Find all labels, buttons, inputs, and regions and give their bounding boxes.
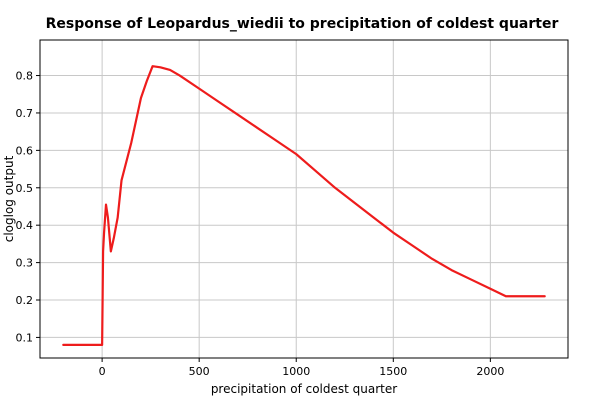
x-tick-label: 1500 <box>379 365 407 378</box>
x-tick-label: 2000 <box>476 365 504 378</box>
y-tick-label: 0.5 <box>16 182 34 195</box>
x-tick-label: 0 <box>99 365 106 378</box>
y-tick-label: 0.1 <box>16 331 34 344</box>
y-tick-label: 0.4 <box>16 219 34 232</box>
y-tick-label: 0.2 <box>16 294 34 307</box>
y-tick-label: 0.8 <box>16 70 34 83</box>
grid-layer <box>40 40 568 358</box>
chart-title: Response of Leopardus_wiedii to precipit… <box>46 16 559 32</box>
tick-layer: 0 500 1000 1500 2000 0.1 0.2 0.3 0.4 0.5 0.6 0.7 0.8 <box>16 70 505 378</box>
x-tick-label: 1000 <box>282 365 310 378</box>
plot-frame <box>39 39 569 359</box>
y-axis-label: cloglog output <box>2 155 16 242</box>
x-axis-label: precipitation of coldest quarter <box>211 382 397 396</box>
series-layer <box>62 65 546 347</box>
response-curve-line <box>62 65 546 347</box>
y-tick-label: 0.6 <box>16 144 34 157</box>
y-tick-label: 0.3 <box>16 257 34 270</box>
y-tick-label: 0.7 <box>16 107 34 120</box>
x-tick-label: 500 <box>189 365 210 378</box>
